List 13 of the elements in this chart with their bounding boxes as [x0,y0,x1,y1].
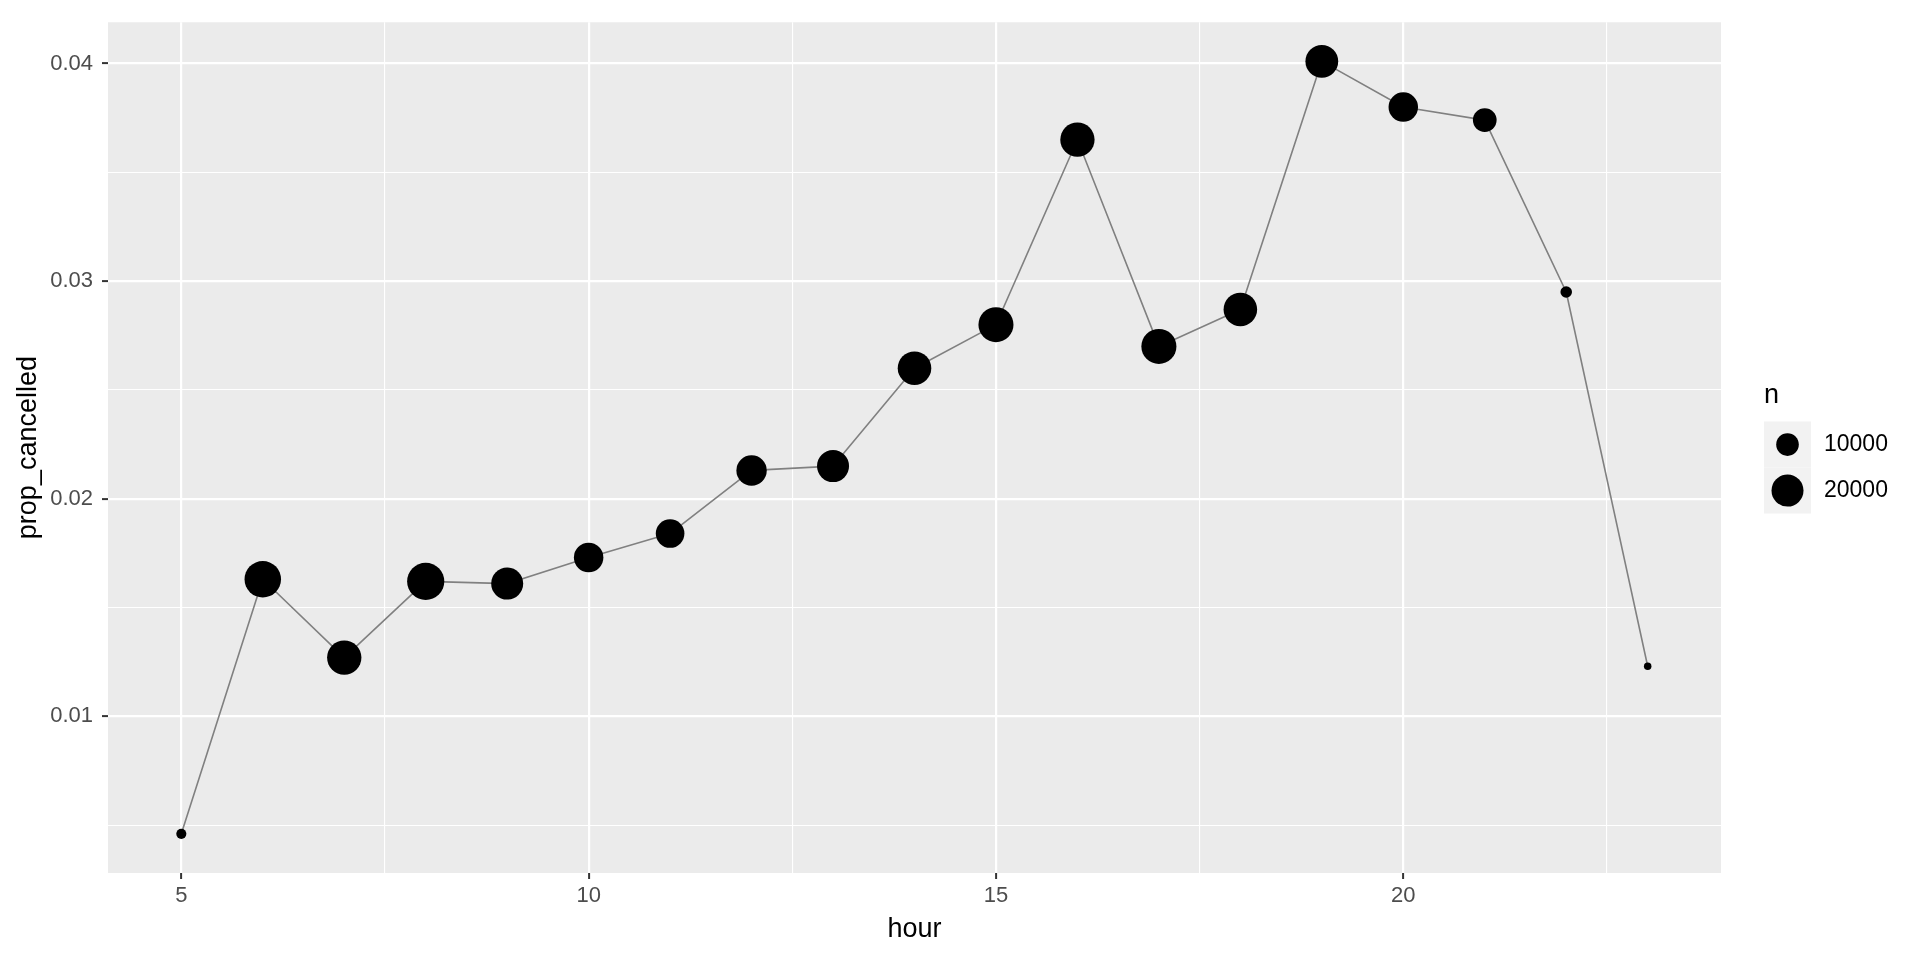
x-tick-label: 20 [1391,882,1416,908]
y-axis-title: prop_cancelled [11,356,42,540]
legend-label: 10000 [1824,429,1888,456]
legend-title: n [1764,379,1780,410]
x-tick-label: 10 [576,882,601,908]
legend-label: 20000 [1824,475,1888,502]
x-axis-title: hour [887,913,942,944]
x-tick-label: 5 [175,882,188,908]
y-tick-label: 0.02 [50,484,93,510]
y-tick-label: 0.04 [50,49,93,75]
y-tick-label: 0.01 [50,702,93,728]
x-tick-label: 15 [983,882,1009,908]
y-tick-label: 0.03 [50,267,93,293]
